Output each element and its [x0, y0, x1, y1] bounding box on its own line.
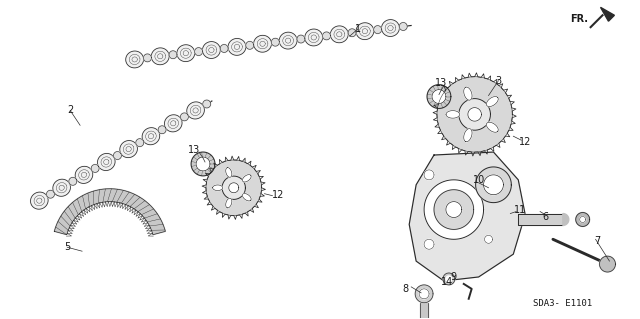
Polygon shape — [243, 194, 251, 201]
Polygon shape — [409, 152, 525, 281]
Polygon shape — [158, 126, 166, 134]
Polygon shape — [305, 29, 323, 46]
Polygon shape — [415, 285, 433, 303]
Polygon shape — [177, 45, 195, 62]
Text: 12: 12 — [272, 190, 285, 200]
Polygon shape — [195, 48, 202, 56]
Text: 2: 2 — [67, 106, 74, 115]
Text: 13: 13 — [188, 145, 200, 155]
Polygon shape — [424, 180, 484, 239]
Polygon shape — [151, 48, 169, 65]
Polygon shape — [484, 235, 493, 243]
Polygon shape — [243, 174, 251, 182]
Polygon shape — [97, 153, 115, 171]
Text: SDA3- E1101: SDA3- E1101 — [533, 299, 593, 308]
Polygon shape — [356, 23, 374, 40]
Polygon shape — [196, 157, 210, 171]
Polygon shape — [468, 108, 481, 121]
Text: 3: 3 — [495, 76, 502, 86]
Polygon shape — [75, 166, 93, 183]
Polygon shape — [164, 115, 182, 132]
Polygon shape — [120, 141, 138, 158]
Polygon shape — [381, 20, 399, 36]
Polygon shape — [484, 175, 504, 195]
Polygon shape — [464, 87, 472, 100]
Polygon shape — [374, 26, 381, 33]
Polygon shape — [330, 26, 348, 43]
Text: 9: 9 — [451, 272, 457, 282]
Polygon shape — [228, 39, 246, 55]
Polygon shape — [53, 179, 70, 196]
Text: 12: 12 — [519, 137, 531, 147]
Polygon shape — [142, 128, 160, 145]
Polygon shape — [187, 102, 204, 119]
Polygon shape — [180, 113, 188, 121]
Polygon shape — [446, 111, 460, 118]
Polygon shape — [486, 122, 498, 132]
Polygon shape — [446, 276, 452, 282]
Polygon shape — [125, 51, 143, 68]
Polygon shape — [136, 139, 144, 147]
Text: 13: 13 — [435, 78, 447, 88]
Polygon shape — [143, 54, 152, 62]
Polygon shape — [222, 176, 245, 199]
Polygon shape — [563, 213, 569, 226]
Polygon shape — [600, 256, 616, 272]
Polygon shape — [399, 23, 407, 30]
Polygon shape — [464, 129, 472, 142]
Polygon shape — [47, 190, 54, 198]
Polygon shape — [434, 190, 474, 229]
Text: FR.: FR. — [570, 14, 588, 24]
Polygon shape — [484, 176, 493, 184]
Text: 14: 14 — [441, 277, 453, 287]
Polygon shape — [518, 213, 563, 226]
Polygon shape — [228, 183, 239, 193]
Text: 10: 10 — [472, 175, 484, 185]
Polygon shape — [420, 303, 428, 319]
Polygon shape — [424, 170, 434, 180]
Polygon shape — [427, 85, 451, 108]
Polygon shape — [486, 97, 498, 107]
Polygon shape — [246, 41, 253, 49]
Polygon shape — [191, 152, 215, 176]
Polygon shape — [446, 202, 461, 218]
Text: 6: 6 — [542, 212, 548, 222]
Polygon shape — [206, 160, 262, 216]
Polygon shape — [419, 289, 429, 299]
Polygon shape — [271, 38, 279, 46]
Polygon shape — [220, 45, 228, 52]
Polygon shape — [348, 29, 356, 37]
Text: 8: 8 — [402, 284, 408, 294]
Polygon shape — [226, 198, 232, 208]
Polygon shape — [459, 99, 490, 130]
Polygon shape — [424, 239, 434, 249]
Polygon shape — [69, 177, 77, 185]
Polygon shape — [91, 165, 99, 172]
Polygon shape — [580, 217, 586, 222]
Polygon shape — [279, 32, 297, 49]
Polygon shape — [31, 192, 48, 209]
Polygon shape — [203, 100, 211, 108]
Polygon shape — [432, 90, 446, 103]
Polygon shape — [202, 41, 220, 58]
Polygon shape — [253, 35, 271, 52]
Polygon shape — [443, 273, 455, 285]
Polygon shape — [323, 32, 330, 40]
Text: 11: 11 — [514, 204, 526, 215]
Polygon shape — [169, 51, 177, 59]
Polygon shape — [576, 212, 589, 226]
Text: 1: 1 — [355, 24, 361, 34]
Polygon shape — [476, 167, 511, 203]
Polygon shape — [212, 185, 223, 190]
Polygon shape — [113, 152, 122, 160]
Polygon shape — [226, 167, 232, 177]
Polygon shape — [437, 77, 512, 152]
Text: 7: 7 — [595, 236, 601, 246]
Polygon shape — [54, 189, 165, 235]
Polygon shape — [297, 35, 305, 43]
Text: 5: 5 — [64, 242, 70, 252]
Polygon shape — [600, 7, 614, 21]
